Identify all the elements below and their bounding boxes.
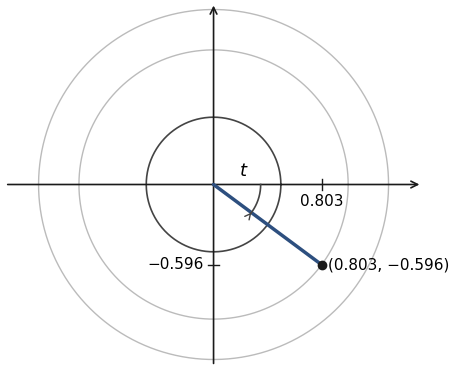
- Text: (0.803, −0.596): (0.803, −0.596): [328, 257, 449, 272]
- Text: 0.803: 0.803: [299, 194, 343, 209]
- Text: t: t: [239, 162, 246, 180]
- Text: −0.596: −0.596: [147, 257, 204, 272]
